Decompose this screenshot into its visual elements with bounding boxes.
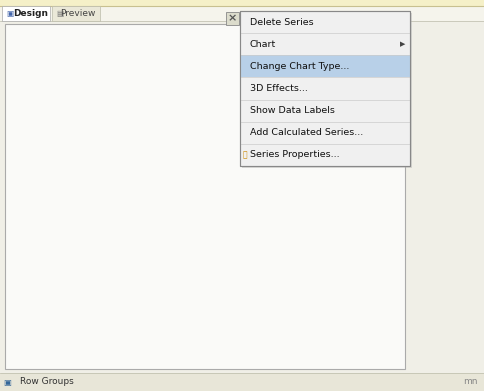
Bar <box>0 373 484 391</box>
Text: Row Groups: Row Groups <box>20 377 74 386</box>
Bar <box>263 170 281 260</box>
Text: 3D Effects...: 3D Effects... <box>249 84 307 93</box>
Bar <box>240 11 409 166</box>
Text: ▤: ▤ <box>56 9 63 18</box>
Text: ▣: ▣ <box>3 377 11 386</box>
Text: ×: × <box>227 14 237 23</box>
Bar <box>5 24 404 369</box>
Bar <box>182 119 200 260</box>
Text: Design: Design <box>14 9 48 18</box>
Text: Change Chart Type...: Change Chart Type... <box>249 62 348 71</box>
Text: Delete Series: Delete Series <box>249 18 313 27</box>
Bar <box>330 101 347 260</box>
Y-axis label: Total Sales (Thousands of Dollars): Total Sales (Thousands of Dollars) <box>32 138 41 280</box>
Text: Add Calculated Series...: Add Calculated Series... <box>249 128 363 137</box>
Text: ▶: ▶ <box>399 41 405 47</box>
Bar <box>313 94 330 260</box>
Bar <box>226 12 239 25</box>
Bar <box>84 234 102 260</box>
Bar <box>0 6 484 21</box>
Text: Chart: Chart <box>249 40 276 49</box>
Legend: Total Sales, Average Sales: Total Sales, Average Sales <box>394 86 484 116</box>
Bar <box>232 229 249 260</box>
Bar <box>67 196 84 260</box>
Text: ▣: ▣ <box>6 9 14 18</box>
Text: Preview: Preview <box>60 9 95 18</box>
Bar <box>166 158 182 260</box>
Y-axis label: Average Sales (Thousands of D: Average Sales (Thousands of D <box>373 143 382 274</box>
Bar <box>52 6 100 21</box>
Text: Quarter F: Quarter F <box>310 359 350 368</box>
Text: 📊: 📊 <box>242 151 247 160</box>
Title: Total Sales vs. Average Sales: Total Sales vs. Average Sales <box>105 64 309 77</box>
Bar <box>134 221 151 260</box>
Text: mn: mn <box>463 377 477 386</box>
Bar <box>240 11 409 166</box>
Bar <box>116 260 134 285</box>
Bar <box>242 13 411 168</box>
Text: Quarter D: Quarter D <box>211 359 253 368</box>
Bar <box>281 221 298 260</box>
Text: Quarter B: Quarter B <box>113 359 154 368</box>
Bar <box>0 0 484 6</box>
Text: Show Data Labels: Show Data Labels <box>249 106 334 115</box>
Text: Quarter E: Quarter E <box>260 344 301 353</box>
Text: Quarter C: Quarter C <box>162 344 203 353</box>
Text: Quarter A: Quarter A <box>64 344 105 353</box>
Bar <box>2 6 50 21</box>
Bar <box>240 55 409 77</box>
Bar <box>214 260 232 323</box>
Text: Series Properties...: Series Properties... <box>249 151 339 160</box>
